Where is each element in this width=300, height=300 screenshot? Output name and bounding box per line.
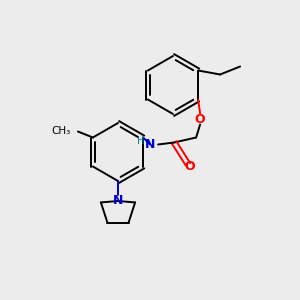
Text: N: N <box>113 194 123 208</box>
Text: CH₃: CH₃ <box>52 127 71 136</box>
Text: O: O <box>195 113 206 126</box>
Text: O: O <box>185 160 195 173</box>
Text: N: N <box>145 138 155 151</box>
Text: H: H <box>137 136 145 146</box>
